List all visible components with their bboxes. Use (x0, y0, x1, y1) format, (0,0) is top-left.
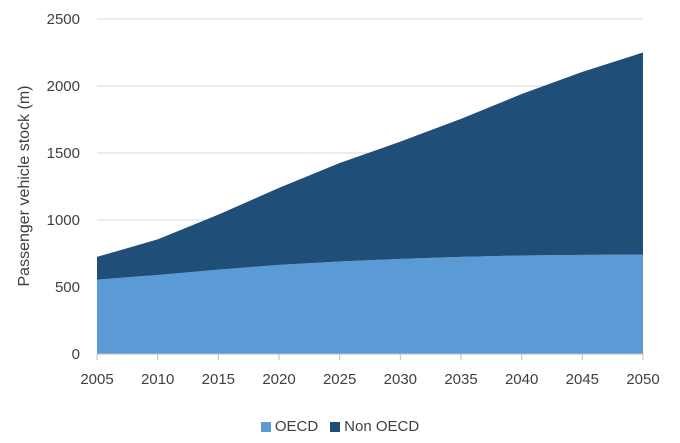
y-axis-label: Passenger vehicle stock (m) (16, 86, 33, 287)
area-series-non-oecd (97, 52, 643, 280)
y-tick-labels: 0 500 1000 1500 2000 2500 (47, 11, 80, 363)
y-tick-label: 1000 (47, 212, 80, 229)
legend-swatch-non-oecd (330, 421, 341, 432)
x-tick-label: 2045 (566, 371, 599, 388)
x-tick-label: 2035 (444, 371, 477, 388)
y-tick-label: 2000 (47, 78, 80, 95)
legend-label-oecd: OECD (274, 418, 319, 435)
x-tick-labels: 2005 2010 2015 2020 2025 2030 2035 2040 2045 2050 (80, 371, 659, 388)
area-series-oecd (97, 254, 643, 354)
series-areas (97, 52, 643, 354)
x-tick-label: 2040 (505, 371, 538, 388)
x-tick-label: 2030 (384, 371, 417, 388)
x-tick-label: 2020 (262, 371, 295, 388)
legend-label-non-oecd: Non OECD (344, 418, 420, 435)
area-chart: 0 500 1000 1500 2000 2500 2005 2010 2015 2020 202… (16, 11, 660, 388)
legend: OECD Non OECD (0, 418, 680, 435)
x-tick-label: 2025 (323, 371, 356, 388)
y-tick-label: 0 (72, 346, 80, 363)
legend-item-oecd: OECD (260, 418, 319, 435)
x-tick-label: 2015 (202, 371, 235, 388)
axes (96, 353, 644, 360)
legend-item-non-oecd: Non OECD (330, 418, 419, 435)
y-tick-label: 2500 (47, 11, 80, 28)
legend-swatch-oecd (260, 421, 271, 432)
x-tick-label: 2050 (626, 371, 659, 388)
x-tick-label: 2010 (141, 371, 174, 388)
x-tick-label: 2005 (80, 371, 113, 388)
y-tick-label: 500 (55, 279, 80, 296)
y-tick-label: 1500 (47, 145, 80, 162)
